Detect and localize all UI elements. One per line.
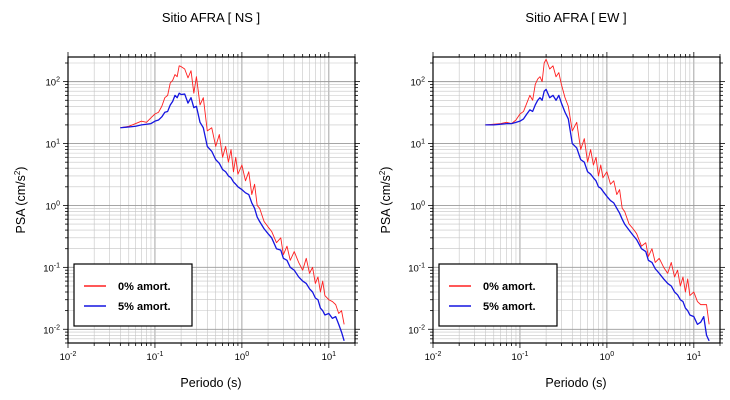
y-tick-label: 10-1 xyxy=(408,262,425,274)
y-tick-label: 10-1 xyxy=(43,262,60,274)
y-tick-label: 101 xyxy=(46,139,61,151)
y-tick-label: 102 xyxy=(411,77,426,89)
legend-box xyxy=(438,263,558,327)
y-tick-label: 101 xyxy=(411,139,426,151)
chart-title: Sitio AFRA [ NS ] xyxy=(162,10,260,25)
x-tick-label: 10-1 xyxy=(147,351,164,363)
tick-marks xyxy=(428,52,725,348)
legend-label: 0% amort. xyxy=(118,281,171,293)
plot-frame xyxy=(432,56,721,344)
plot-frame xyxy=(67,56,356,344)
series-line-amort-0 xyxy=(120,65,345,325)
y-tick-label: 100 xyxy=(46,200,61,212)
x-tick-label: 10-2 xyxy=(60,351,77,363)
x-axis-label: Periodo (s) xyxy=(545,376,606,390)
legend-label: 0% amort. xyxy=(483,281,536,293)
series-line-amort-5 xyxy=(485,88,710,342)
panel-ns: 10-2 10-1 100 101 10-2 10-1 100 101 102 Sitio AFR… xyxy=(13,10,360,390)
legend-label: 5% amort. xyxy=(483,301,536,313)
legend: 0% amort. 5% amort. xyxy=(73,263,193,327)
y-tick-label: 10-2 xyxy=(43,324,60,336)
x-tick-label: 100 xyxy=(235,351,250,363)
legend-box xyxy=(73,263,193,327)
y-tick-label: 100 xyxy=(411,200,426,212)
x-axis-label: Periodo (s) xyxy=(180,376,241,390)
y-axis-label: PSA (cm/s2) xyxy=(378,167,393,234)
series-line-amort-5 xyxy=(120,92,345,342)
legend-label: 5% amort. xyxy=(118,301,171,313)
legend: 0% amort. 5% amort. xyxy=(438,263,558,327)
y-axis-label: PSA (cm/s2) xyxy=(13,167,28,234)
series-line-amort-0 xyxy=(485,58,710,325)
chart-title: Sitio AFRA [ EW ] xyxy=(525,10,626,25)
x-tick-label: 101 xyxy=(687,351,702,363)
x-tick-label: 10-1 xyxy=(512,351,529,363)
y-tick-label: 102 xyxy=(46,77,61,89)
y-tick-label: 10-2 xyxy=(408,324,425,336)
x-tick-label: 101 xyxy=(322,351,337,363)
tick-marks xyxy=(63,52,360,348)
x-tick-label: 100 xyxy=(600,351,615,363)
x-tick-label: 10-2 xyxy=(425,351,442,363)
panel-ew: 10-2 10-1 100 101 10-2 10-1 100 101 102 Sitio AFR… xyxy=(378,10,725,390)
